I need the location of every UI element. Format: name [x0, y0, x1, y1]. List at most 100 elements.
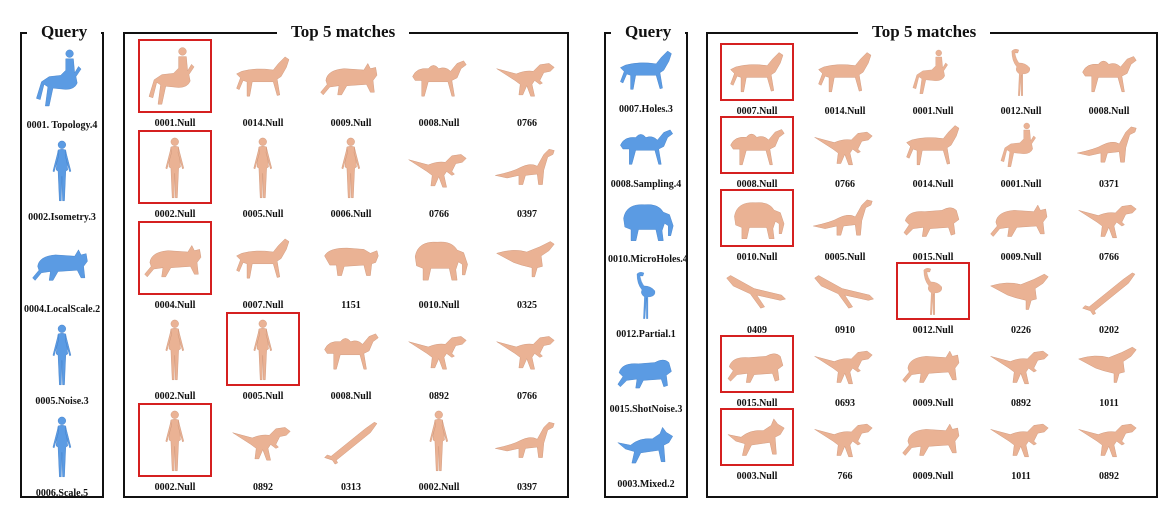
left-query-item: 0005.Noise.3: [24, 320, 100, 408]
flamingo-shape: [982, 46, 1060, 100]
left-query-item: 0002.Isometry.3: [24, 136, 100, 224]
shape-caption: 0003.Mixed.2: [617, 479, 675, 490]
left-match-item: 0005.Null: [224, 133, 302, 221]
shape-caption: 0008.Null: [1088, 106, 1130, 117]
right-match-item: 0009.Null: [894, 411, 972, 483]
left-match-item: 0892: [224, 406, 302, 494]
left-match-item: 0325: [488, 224, 566, 312]
elephant-shape: [400, 224, 478, 294]
left-match-item: 0009.Null: [312, 42, 390, 130]
flamingo-shape: [894, 265, 972, 319]
correct-match-highlight: [720, 116, 794, 174]
shape-caption: 0002.Null: [154, 482, 196, 493]
shape-caption: 0002.Null: [154, 391, 196, 402]
shape-caption: 0008.Null: [418, 118, 460, 129]
shape-caption: 0693: [835, 398, 855, 409]
shape-caption: 0005.Noise.3: [35, 396, 89, 407]
right-query-item: 0003.Mixed.2: [608, 419, 684, 491]
horse-shape: [806, 46, 884, 100]
left-match-item: 0002.Null: [400, 406, 478, 494]
camel-shape: [608, 119, 684, 173]
dinosaur-shape: [806, 338, 884, 392]
correct-match-highlight: [138, 403, 212, 477]
shape-caption: 0010.MicroHoles.4: [608, 254, 688, 265]
shape-caption: 0010.Null: [736, 252, 778, 263]
left-match-item: 0010.Null: [400, 224, 478, 312]
shape-caption: 1151: [341, 300, 361, 311]
right-match-item: 0008.Null: [1070, 46, 1148, 118]
shape-caption: 0910: [835, 325, 855, 336]
cat-shape: [894, 338, 972, 392]
shape-caption: 0409: [747, 325, 767, 336]
cat-shape: [24, 228, 100, 298]
shape-caption: 0892: [1099, 471, 1119, 482]
human-shape: [224, 133, 302, 203]
sauropod-shape: [488, 406, 566, 476]
shape-caption: 0015.ShotNoise.3: [609, 404, 683, 415]
left-match-item: 0766: [488, 42, 566, 130]
cat-shape: [312, 42, 390, 112]
right-match-item: 0009.Null: [982, 192, 1060, 264]
sauropod-shape: [488, 133, 566, 203]
right-query-item: 0015.ShotNoise.3: [608, 344, 684, 416]
shape-caption: 0766: [1099, 252, 1119, 263]
right-match-item: 0202: [1070, 265, 1148, 337]
left-matches-title: Top 5 matches: [277, 21, 410, 43]
shape-caption: 0009.Null: [330, 118, 372, 129]
cat-shape: [136, 224, 214, 294]
right-match-item: 0014.Null: [806, 46, 884, 118]
wolf-shape: [718, 411, 796, 465]
right-match-item: 0009.Null: [894, 338, 972, 410]
correct-match-highlight: [138, 39, 212, 113]
right-match-item: 0015.Null: [894, 192, 972, 264]
shape-caption: 0012.Null: [1000, 106, 1042, 117]
centaur-shape: [24, 44, 100, 114]
left-query-item: 0006.Scale.5: [24, 412, 100, 500]
left-match-item: 0007.Null: [224, 224, 302, 312]
shape-caption: 766: [837, 471, 853, 482]
shape-caption: 0002.Isometry.3: [28, 212, 96, 223]
shape-caption: 0001.Null: [912, 106, 954, 117]
shape-caption: 0002.Null: [418, 482, 460, 493]
bird-shape: [982, 265, 1060, 319]
dinosaur-shape: [1070, 192, 1148, 246]
lion-shape: [718, 338, 796, 392]
right-query-title: Query: [611, 21, 686, 43]
correct-match-highlight: [720, 408, 794, 466]
sauropod-shape: [806, 192, 884, 246]
left-match-item: 0766: [488, 315, 566, 403]
dinosaur-shape: [982, 338, 1060, 392]
shape-caption: 0015.Null: [736, 398, 778, 409]
correct-match-highlight: [720, 189, 794, 247]
dinosaur-shape: [982, 411, 1060, 465]
shape-caption: 0010.Null: [418, 300, 460, 311]
correct-match-highlight: [226, 312, 300, 386]
shape-caption: 0009.Null: [912, 471, 954, 482]
right-match-item: 0008.Null: [718, 119, 796, 191]
right-query-item: 0008.Sampling.4: [608, 119, 684, 191]
dinosaur-shape: [488, 315, 566, 385]
shape-caption: 0014.Null: [242, 118, 284, 129]
left-match-item: 0008.Null: [400, 42, 478, 130]
human-shape: [136, 315, 214, 385]
left-match-item: 0397: [488, 133, 566, 221]
dinosaur-shape: [400, 315, 478, 385]
flamingo-shape: [608, 269, 684, 323]
right-match-item: 0910: [806, 265, 884, 337]
left-match-item: 0008.Null: [312, 315, 390, 403]
shape-caption: 0371: [1099, 179, 1119, 190]
shape-caption: 0005.Null: [824, 252, 866, 263]
shape-caption: 0892: [1011, 398, 1031, 409]
lion-shape: [894, 192, 972, 246]
horse-shape: [608, 44, 684, 98]
human-shape: [312, 133, 390, 203]
human-shape: [136, 133, 214, 203]
left-query-item: 0004.LocalScale.2: [24, 228, 100, 316]
dinosaur-shape: [400, 133, 478, 203]
right-match-item: 0007.Null: [718, 46, 796, 118]
right-match-item: 0001.Null: [894, 46, 972, 118]
right-match-item: 0012.Null: [982, 46, 1060, 118]
left-matches-panel: Top 5 matches: [123, 21, 569, 498]
shape-caption: 0014.Null: [912, 179, 954, 190]
shape-caption: 0766: [517, 118, 537, 129]
